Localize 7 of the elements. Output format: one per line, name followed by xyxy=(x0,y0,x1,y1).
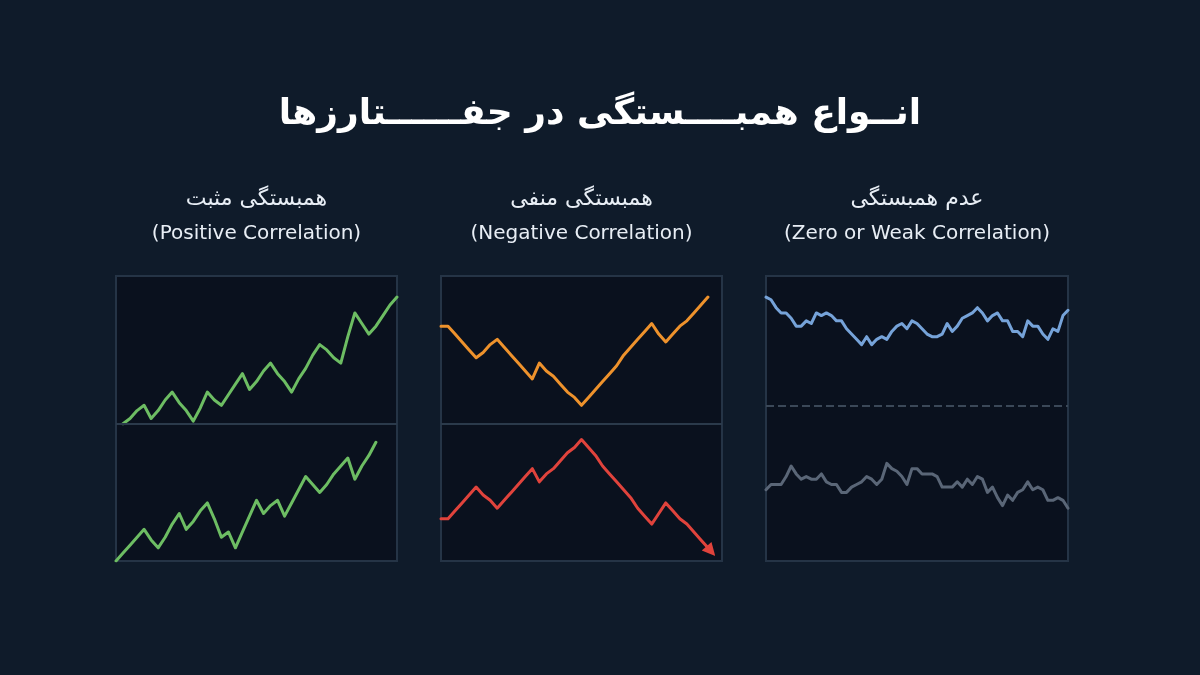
chart-title: همبستگی منفی xyxy=(510,184,653,210)
chart-subtitle: (Positive Correlation) xyxy=(151,220,362,244)
chart-title: عدم همبستگی xyxy=(850,184,984,210)
chart-title: همبستگی مثبت xyxy=(185,184,328,210)
chart-subtitle: (Zero or Weak Correlation) xyxy=(783,220,1051,244)
chart-subtitle: (Negative Correlation) xyxy=(470,220,693,244)
text: انــواع همبــــستگی در جفــــــتارزها xyxy=(277,90,923,135)
